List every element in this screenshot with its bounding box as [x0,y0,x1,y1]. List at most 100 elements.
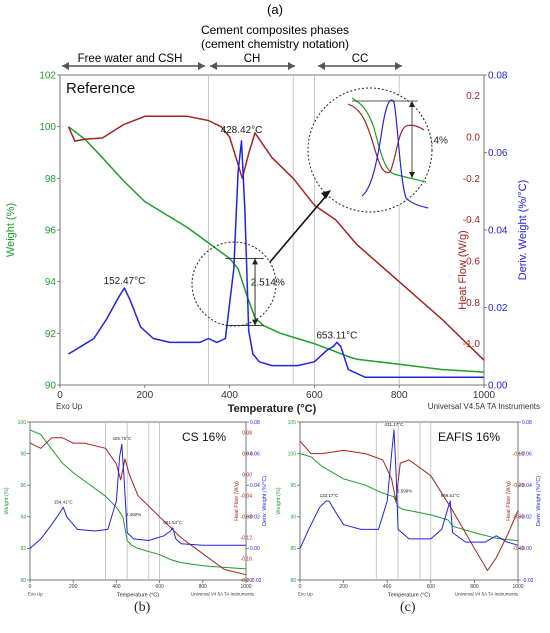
weight-curve [299,453,519,542]
inset-weight-curve [351,97,427,183]
phase-label-ch: CH [244,53,261,65]
x-tick-label-3: 600 [306,390,323,401]
y-heat-tick-label-3: -0.08 [241,515,253,521]
heat-flow-curve [29,437,247,576]
y-left-tick-label-1: 85 [290,546,296,552]
x-tick-label-5: 1000 [512,584,523,590]
y-left-tick-label-3: 95 [290,483,296,489]
y-left-axis-label: Weight (%) [4,487,10,514]
deriv-weight-curve [299,429,519,549]
y-heat-tick-label-5: 0.00 [242,472,252,478]
x-tick-label-5: 1000 [240,584,251,590]
y-heat-tick-label-0: -1.0 [463,339,481,350]
y-left-tick-label-3: 96 [45,226,57,237]
y-deriv-tick-label-0: 0.00 [488,381,508,392]
zoom-inset-circle [307,87,433,213]
y-left-tick-label-0: 90 [20,578,26,584]
y-deriv-tick-label-1: 0.00 [522,546,532,552]
y-deriv-tick-label-2: 0.02 [250,515,260,521]
y-left-tick-label-4: 98 [45,174,57,185]
y-deriv-tick-label-0: -0.02 [250,578,262,584]
chart-title: EAFIS 16% [438,430,500,444]
y-heat-tick-label-3: -0.10 [513,451,525,457]
y-deriv-tick-label-2: 0.02 [522,515,532,521]
inset-deriv-curve [361,99,429,209]
annotation-2: 661.54°C [163,520,183,525]
y-left-tick-label-0: 80 [290,578,296,584]
phase-arrows [62,62,402,70]
chart-title: CS 16% [182,430,226,444]
panel-label-b: (b) [134,600,151,615]
deriv-weight-curve [29,443,246,549]
inset-heat-flow-curve [347,103,425,174]
y-deriv-tick-label-4: 0.08 [488,71,508,82]
y-deriv-tick-label-4: 0.06 [250,451,260,457]
y-left-tick-label-1: 92 [20,546,26,552]
heat-flow-curve [67,115,485,361]
instrument-label: Universal V4.5A TA Instruments [455,592,519,597]
y-deriv-tick-label-0: -0.02 [522,578,534,584]
y-heat-axis-label: Heat Flow (W/g) [457,230,469,309]
x-tick-label-1: 200 [339,584,348,590]
phase-label-cc: CC [352,53,369,65]
annotation-0: 428.42°C [221,125,263,136]
plot-frame [299,421,519,581]
phase-arrowhead-left-2 [318,62,325,70]
x-tick-label-1: 200 [69,584,78,590]
y-heat-tick-label-6: 0.04 [242,451,252,457]
x-axis-label: Temperature (°C) [388,593,430,599]
y-deriv-tick-label-1: 0.00 [250,546,260,552]
y-deriv-tick-label-3: 0.04 [250,483,260,489]
annotation-0: 425.75°C [112,436,132,441]
y-deriv-tick-label-1: 0.02 [488,303,508,314]
step-bracket-arrow-up [252,258,259,265]
y-left-tick-label-2: 94 [45,277,57,288]
y-deriv-axis-label: Deriv. Weight (%/°C) [262,476,268,526]
x-tick-label-5: 1000 [473,390,496,401]
y-deriv-tick-label-4: 0.06 [522,451,532,457]
y-heat-axis-label: Heat Flow (W/g) [506,481,512,521]
y-heat-tick-label-0: -0.20 [241,578,253,584]
y-left-axis-label: Weight (%) [5,203,17,257]
y-left-tick-label-0: 90 [45,381,57,392]
instrument-label: Universal V4.5A TA Instruments [428,402,540,411]
y-heat-tick-label-1: -0.30 [513,515,525,521]
annotation-3: 2.514% [251,277,285,288]
zoom-arrow-line [269,195,327,263]
deriv-weight-curve [68,140,484,379]
y-deriv-axis-label: Deriv. Weight (%/°C) [536,476,542,526]
exo-up-label: Exo Up [56,402,83,411]
weight-curve [29,429,247,570]
phases-title-line1: Cement composites phases [201,23,349,37]
y-deriv-tick-label-3: 0.06 [488,148,508,159]
y-left-tick-label-5: 105 [288,420,297,426]
instrument-label: Universal V4.5A TA Instruments [191,592,255,597]
x-tick-label-0: 0 [299,584,302,590]
y-heat-tick-label-4: -0.04 [241,493,253,499]
x-axis-label: Temperature (°C) [228,403,317,415]
annotation-0: 431.17°C [385,422,405,427]
phase-arrowhead-right-0 [198,62,205,70]
x-tick-label-4: 800 [391,390,408,401]
y-left-tick-label-1: 92 [45,329,57,340]
phase-arrowhead-left-0 [62,62,69,70]
phase-label-free-water-csh: Free water and CSH [78,53,183,65]
y-heat-tick-label-2: -0.12 [241,536,253,542]
y-deriv-tick-label-2: 0.04 [488,226,508,237]
heat-flow-curve [299,440,519,571]
x-tick-label-4: 800 [470,584,479,590]
y-left-tick-label-5: 100 [39,122,56,133]
phase-arrowhead-right-2 [395,62,402,70]
y-deriv-axis-label: Deriv. Weight (%/°C) [517,180,529,281]
phase-arrowhead-left-1 [210,62,217,70]
annotation-1: 154.41°C [54,499,74,504]
y-heat-tick-label-0: -0.40 [513,546,525,552]
inset-bracket-arrow-up [409,101,415,107]
phases-title-line2: (cement chemistry notation) [201,37,349,51]
panel-label-c: (c) [400,600,416,615]
y-left-tick-label-4: 100 [288,451,297,457]
x-tick-label-2: 400 [112,584,121,590]
x-tick-label-3: 600 [427,584,436,590]
chart-eafis16: 0 200 400 600 800 1000 80 85 90 95 100 105 -0.40 -0.3… [276,420,542,599]
